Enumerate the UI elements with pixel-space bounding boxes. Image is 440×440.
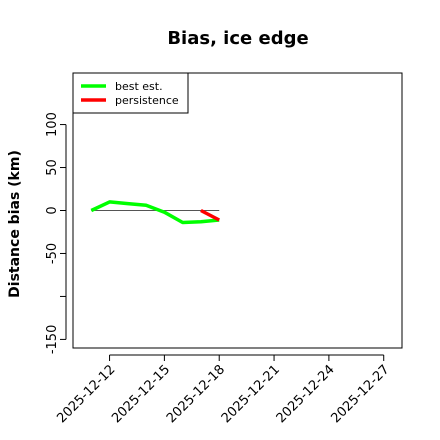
axes-layer: -150-500501002025-12-122025-12-152025-12… (45, 112, 393, 426)
y-tick-label: -50 (45, 243, 60, 264)
series-line-persistence (200, 208, 221, 222)
x-tick-label: 2025-12-24 (274, 362, 338, 426)
y-tick-label: 0 (45, 206, 60, 214)
y-axis-label: Distance bias (km) (7, 150, 23, 298)
y-tick-label: 100 (45, 112, 60, 137)
chart-title: Bias, ice edge (167, 28, 308, 49)
x-tick-label: 2025-12-27 (329, 362, 393, 426)
series-line-best-est (90, 200, 220, 225)
x-tick-label: 2025-12-15 (109, 362, 173, 426)
y-tick-label: -150 (45, 325, 60, 355)
legend-label: best est. (115, 80, 163, 93)
x-tick-label: 2025-12-18 (164, 362, 228, 426)
legend-label: persistence (115, 94, 179, 107)
x-tick-label: 2025-12-21 (219, 362, 283, 426)
legend: best est.persistence (72, 72, 189, 114)
data-layer (90, 200, 221, 225)
legend-box (72, 72, 189, 114)
y-tick-label: 50 (45, 159, 60, 176)
plot-frame (72, 72, 403, 349)
x-tick-label: 2025-12-12 (54, 362, 118, 426)
